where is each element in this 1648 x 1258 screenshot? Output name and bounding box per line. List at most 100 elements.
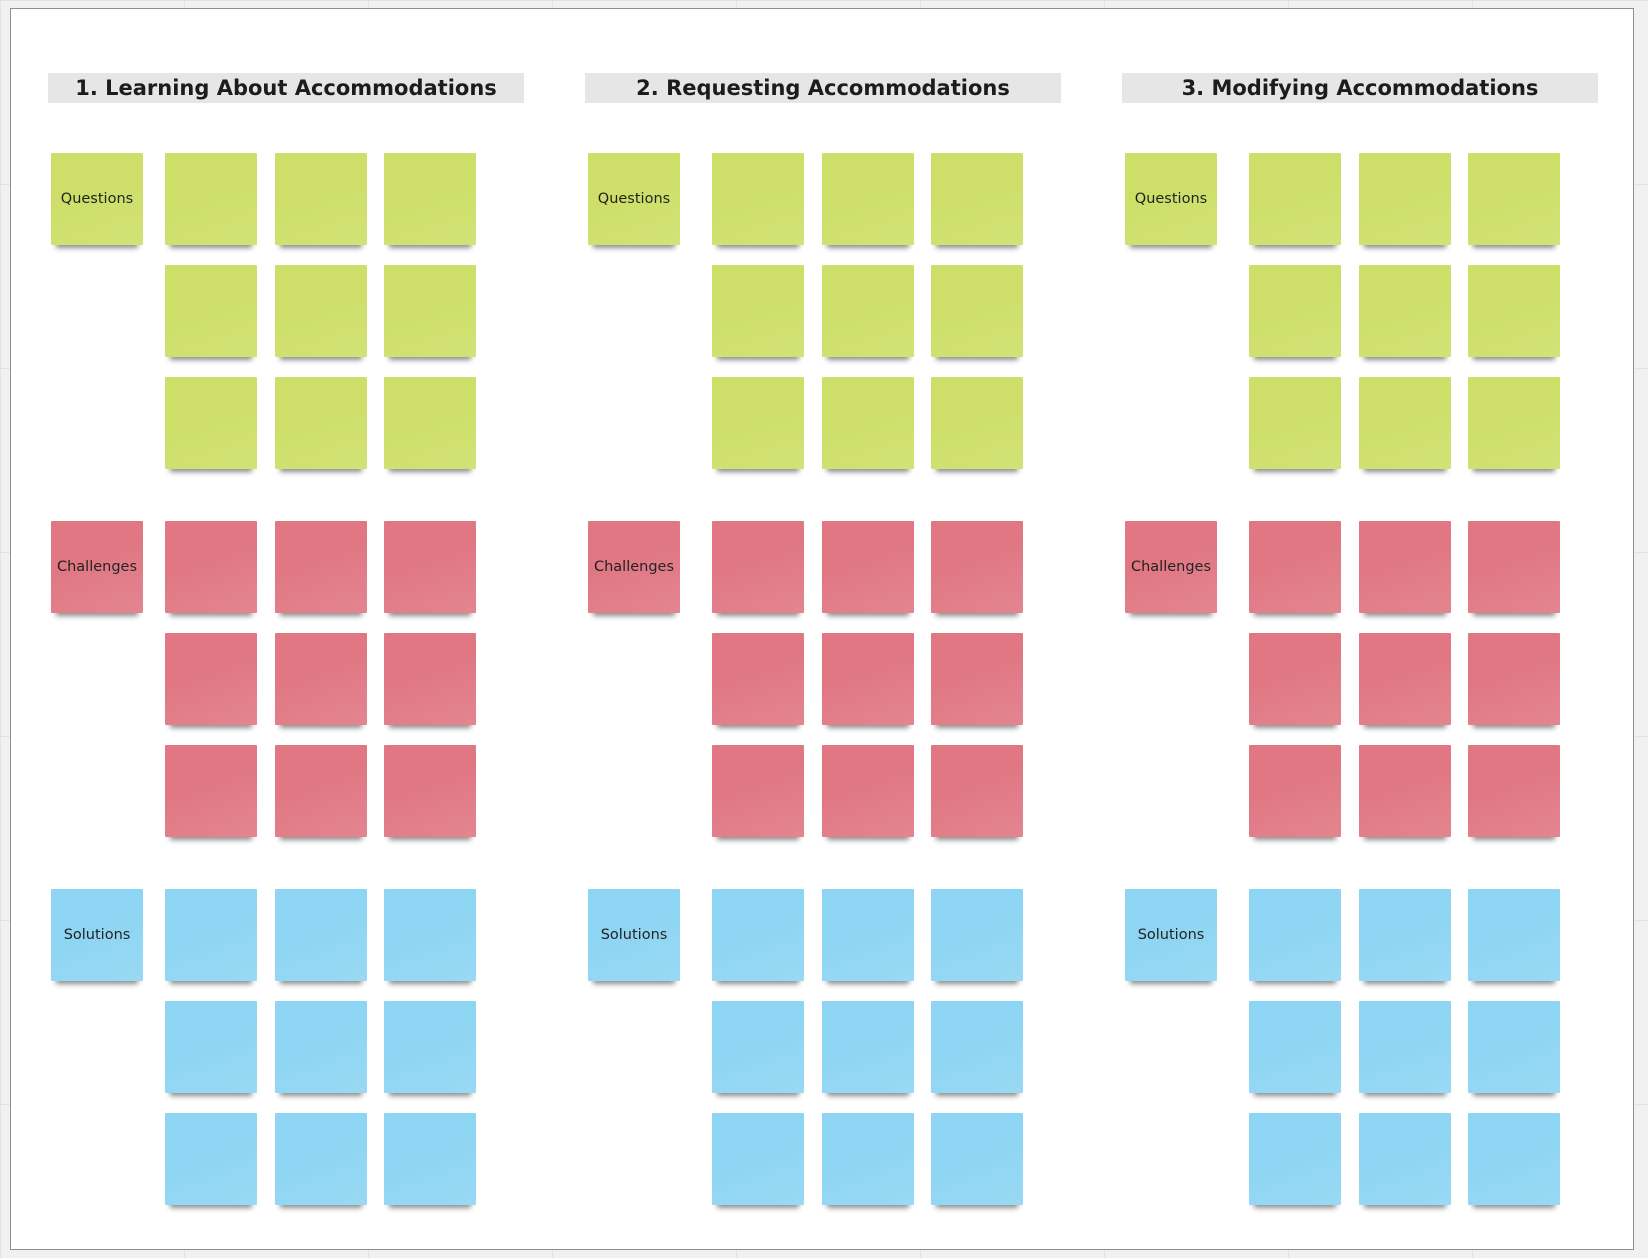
sticky-note[interactable] — [1468, 377, 1560, 469]
sticky-note[interactable] — [1249, 745, 1341, 837]
sticky-note[interactable] — [165, 889, 257, 981]
sticky-note-label-solutions[interactable]: Solutions — [588, 889, 680, 981]
sticky-note[interactable] — [384, 745, 476, 837]
sticky-note[interactable] — [165, 1113, 257, 1205]
group-challenges: Challenges — [1122, 521, 1598, 841]
sticky-note[interactable] — [712, 745, 804, 837]
sticky-note[interactable] — [384, 265, 476, 357]
sticky-note[interactable] — [1468, 889, 1560, 981]
sticky-note[interactable] — [931, 265, 1023, 357]
sticky-note-label-questions[interactable]: Questions — [51, 153, 143, 245]
sticky-note-label-challenges[interactable]: Challenges — [588, 521, 680, 613]
sticky-note-label-challenges[interactable]: Challenges — [51, 521, 143, 613]
sticky-note[interactable] — [931, 1001, 1023, 1093]
sticky-note[interactable] — [275, 1001, 367, 1093]
sticky-note-label-solutions[interactable]: Solutions — [51, 889, 143, 981]
section-title[interactable]: 3. Modifying Accommodations — [1122, 73, 1598, 103]
sticky-note[interactable] — [275, 889, 367, 981]
sticky-note[interactable] — [384, 1113, 476, 1205]
sticky-note[interactable] — [275, 1113, 367, 1205]
sticky-note[interactable] — [712, 1001, 804, 1093]
sticky-note[interactable] — [1468, 153, 1560, 245]
sticky-note[interactable] — [1249, 265, 1341, 357]
sticky-note[interactable] — [931, 633, 1023, 725]
sticky-note-label-challenges[interactable]: Challenges — [1125, 521, 1217, 613]
sticky-note[interactable] — [1468, 633, 1560, 725]
sticky-note[interactable] — [1468, 1113, 1560, 1205]
sticky-note[interactable] — [275, 377, 367, 469]
sticky-note[interactable] — [712, 377, 804, 469]
sticky-note[interactable] — [165, 745, 257, 837]
sticky-note[interactable] — [822, 633, 914, 725]
sticky-note[interactable] — [822, 377, 914, 469]
sticky-note[interactable] — [712, 265, 804, 357]
sticky-note[interactable] — [165, 521, 257, 613]
sticky-note[interactable] — [1359, 1113, 1451, 1205]
sticky-note[interactable] — [384, 889, 476, 981]
sticky-note[interactable] — [1359, 377, 1451, 469]
sticky-note[interactable] — [165, 633, 257, 725]
sticky-note[interactable] — [275, 521, 367, 613]
sticky-note[interactable] — [165, 377, 257, 469]
sticky-note[interactable] — [384, 153, 476, 245]
sticky-note[interactable] — [822, 265, 914, 357]
sticky-note[interactable] — [275, 633, 367, 725]
sticky-note[interactable] — [275, 265, 367, 357]
sticky-note[interactable] — [1249, 633, 1341, 725]
sticky-note[interactable] — [822, 153, 914, 245]
sticky-note[interactable] — [1249, 377, 1341, 469]
sticky-note[interactable] — [1249, 153, 1341, 245]
sticky-note[interactable] — [712, 521, 804, 613]
sticky-note[interactable] — [1468, 265, 1560, 357]
sticky-note[interactable] — [165, 265, 257, 357]
sticky-note[interactable] — [1359, 1001, 1451, 1093]
sticky-note-label-questions[interactable]: Questions — [588, 153, 680, 245]
sticky-note[interactable] — [1468, 1001, 1560, 1093]
sticky-note[interactable] — [712, 633, 804, 725]
sticky-note[interactable] — [1359, 153, 1451, 245]
sticky-note[interactable] — [384, 521, 476, 613]
sticky-note[interactable] — [931, 889, 1023, 981]
sticky-note[interactable] — [384, 377, 476, 469]
sticky-note[interactable] — [822, 1001, 914, 1093]
sticky-note[interactable] — [1359, 745, 1451, 837]
sticky-note[interactable] — [275, 745, 367, 837]
sticky-note[interactable] — [712, 1113, 804, 1205]
sticky-note[interactable] — [1249, 1113, 1341, 1205]
sticky-note[interactable] — [931, 377, 1023, 469]
sticky-note[interactable] — [384, 1001, 476, 1093]
sticky-note[interactable] — [1249, 889, 1341, 981]
sticky-note[interactable] — [931, 745, 1023, 837]
group-questions: Questions — [585, 153, 1061, 473]
sticky-note[interactable] — [822, 889, 914, 981]
sticky-note[interactable] — [1359, 633, 1451, 725]
sticky-note-label-solutions[interactable]: Solutions — [1125, 889, 1217, 981]
sticky-note[interactable] — [712, 889, 804, 981]
sticky-note[interactable] — [931, 153, 1023, 245]
sticky-note-label-questions[interactable]: Questions — [1125, 153, 1217, 245]
sticky-note[interactable] — [384, 633, 476, 725]
section-learning-about-accommodations: 1. Learning About Accommodations Questio… — [48, 73, 524, 1223]
sticky-note[interactable] — [931, 521, 1023, 613]
sticky-note[interactable] — [1468, 521, 1560, 613]
whiteboard-canvas[interactable]: 1. Learning About Accommodations Questio… — [10, 8, 1634, 1250]
section-requesting-accommodations: 2. Requesting Accommodations Questions C… — [585, 73, 1061, 1223]
sticky-note[interactable] — [1359, 265, 1451, 357]
section-title[interactable]: 1. Learning About Accommodations — [48, 73, 524, 103]
sticky-note[interactable] — [1249, 521, 1341, 613]
sticky-note[interactable] — [822, 521, 914, 613]
group-solutions: Solutions — [48, 889, 524, 1209]
sticky-note[interactable] — [1359, 521, 1451, 613]
sticky-note[interactable] — [822, 745, 914, 837]
sticky-note[interactable] — [165, 1001, 257, 1093]
sticky-note[interactable] — [275, 153, 367, 245]
sticky-note[interactable] — [1359, 889, 1451, 981]
sticky-note[interactable] — [822, 1113, 914, 1205]
sticky-note[interactable] — [931, 1113, 1023, 1205]
sticky-note[interactable] — [165, 153, 257, 245]
sticky-note[interactable] — [1249, 1001, 1341, 1093]
sticky-note[interactable] — [712, 153, 804, 245]
sticky-note[interactable] — [1468, 745, 1560, 837]
group-challenges: Challenges — [48, 521, 524, 841]
section-title[interactable]: 2. Requesting Accommodations — [585, 73, 1061, 103]
